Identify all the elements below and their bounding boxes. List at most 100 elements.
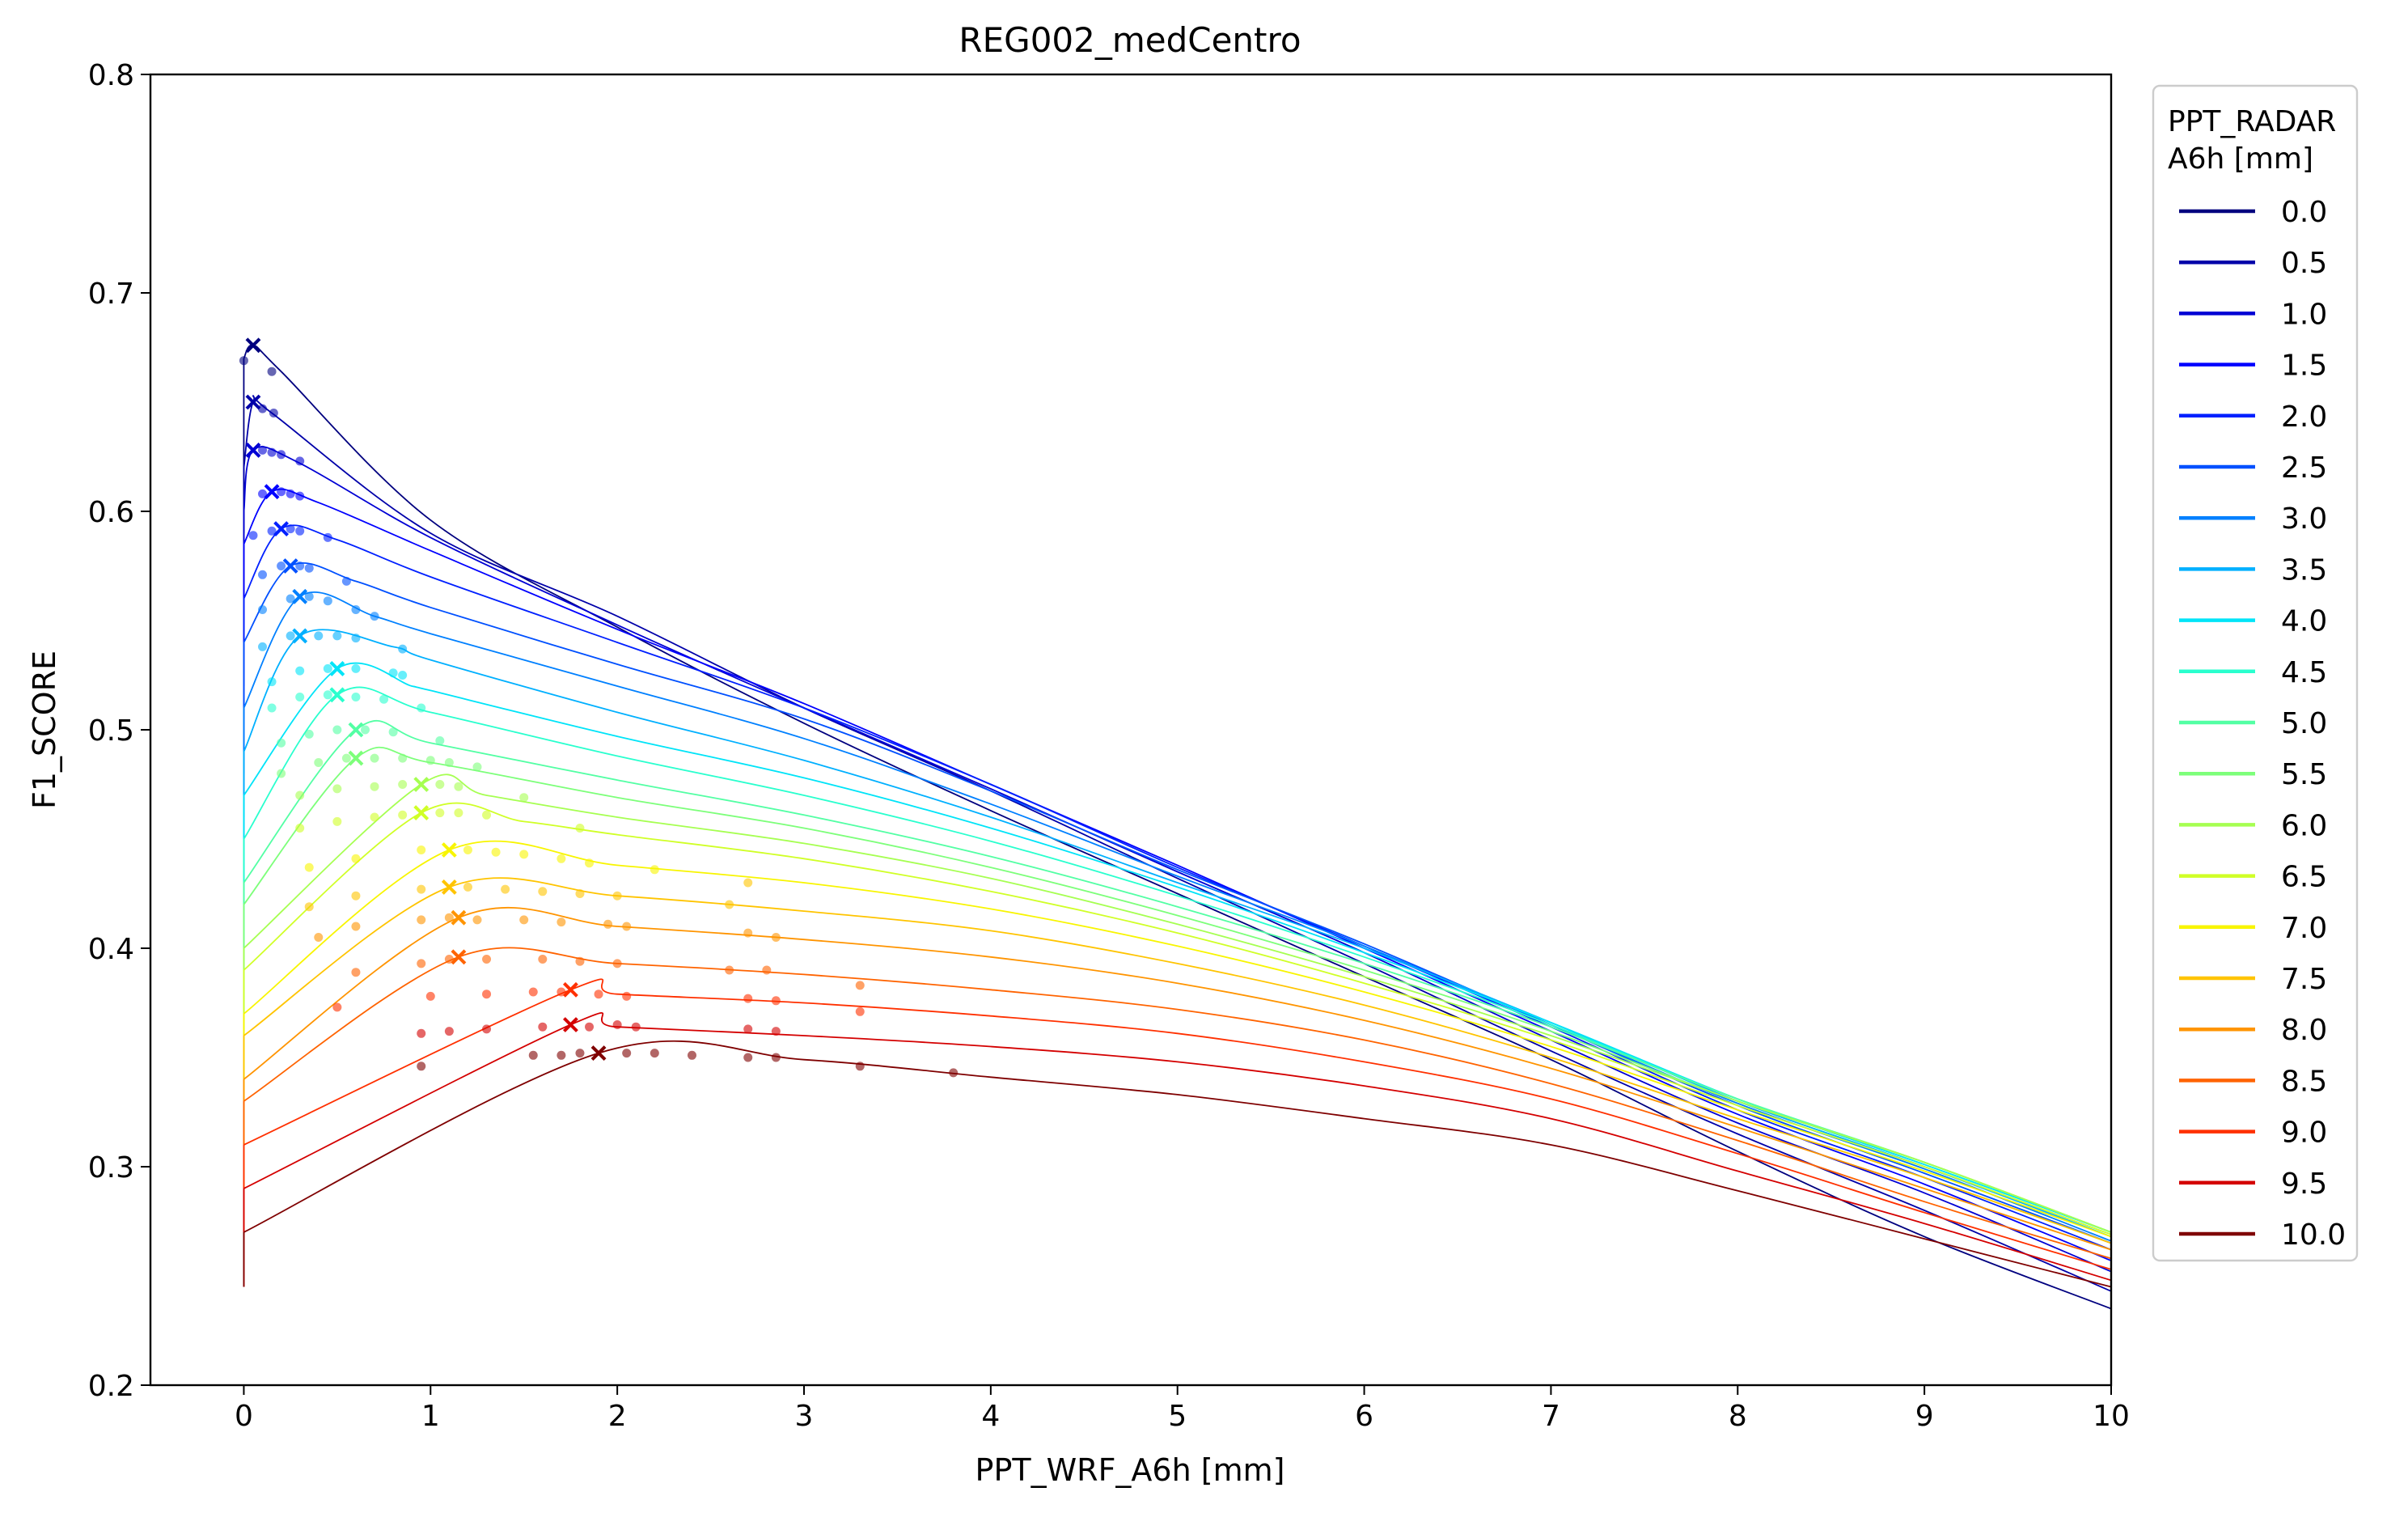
- series-line: [243, 395, 2111, 1292]
- series-point: [612, 959, 622, 968]
- plot-area: [149, 73, 2113, 1387]
- series-point: [435, 780, 445, 789]
- series-max-marker: [348, 750, 364, 766]
- series-max-marker: [451, 909, 467, 926]
- series-point: [370, 782, 379, 791]
- series-line: [243, 1040, 2111, 1288]
- series-point: [762, 965, 772, 975]
- y-axis: 0.2 0.3 0.4 0.5 0.6 0.7 0.8: [88, 59, 150, 1403]
- series-point: [304, 902, 314, 912]
- series-point: [332, 725, 342, 735]
- series-point: [398, 753, 408, 763]
- series-max-marker: [413, 805, 430, 821]
- series-max-marker: [282, 558, 298, 574]
- series-point: [370, 612, 379, 621]
- series-point: [323, 663, 332, 673]
- legend-label: 2.0: [2281, 400, 2327, 434]
- series-point: [425, 991, 435, 1001]
- series-point: [612, 891, 622, 901]
- legend-label: 1.5: [2281, 350, 2327, 383]
- series-point: [304, 862, 314, 872]
- series-point: [267, 526, 277, 536]
- series-point: [622, 922, 632, 931]
- series-point: [463, 846, 472, 854]
- series-point: [575, 1049, 585, 1058]
- series-point: [295, 456, 305, 466]
- x-tick-label: 9: [1915, 1400, 1934, 1433]
- x-tick-label: 10: [2093, 1400, 2130, 1433]
- series-point: [519, 850, 529, 859]
- series-point: [323, 690, 332, 700]
- legend-label: 4.5: [2281, 656, 2327, 689]
- series-9.0: [243, 978, 2111, 1287]
- series-max-marker: [563, 1017, 578, 1032]
- legend-label: 3.0: [2281, 502, 2327, 536]
- series-max-marker: [329, 660, 345, 676]
- y-tick-label: 0.3: [88, 1151, 134, 1185]
- series-max-marker: [563, 981, 578, 998]
- series-point: [557, 918, 566, 927]
- x-tick-label: 4: [981, 1400, 1000, 1433]
- series-point: [482, 955, 492, 964]
- series-max-marker: [245, 442, 261, 458]
- legend-label: 3.5: [2281, 553, 2327, 587]
- series-point: [341, 753, 351, 763]
- series-point: [295, 824, 305, 833]
- legend-label: 1.0: [2281, 298, 2327, 331]
- series-2.5: [243, 558, 2111, 1244]
- legend-label: 9.5: [2281, 1168, 2327, 1201]
- legend-label: 9.0: [2281, 1117, 2327, 1150]
- series-point: [417, 1028, 426, 1038]
- series-point: [258, 570, 268, 579]
- legend: PPT_RADAR A6h [mm] 0.0 0.5 1.0 1.5 2.0 2.5 3.0…: [2152, 84, 2359, 1262]
- series-max-marker: [451, 949, 467, 965]
- series-max-marker: [292, 628, 308, 644]
- series-point: [417, 884, 426, 894]
- series-point: [435, 736, 445, 745]
- series-10.0: [243, 1040, 2111, 1288]
- series-point: [743, 928, 753, 938]
- series-point: [267, 703, 277, 713]
- series-max-marker: [273, 521, 290, 537]
- series-point: [379, 694, 389, 704]
- legend-title-line-1: PPT_RADAR: [2168, 105, 2336, 138]
- x-tick-label: 7: [1542, 1400, 1560, 1433]
- series-max-marker: [348, 722, 364, 738]
- legend-label: 7.5: [2281, 963, 2327, 996]
- series-point: [332, 1002, 342, 1012]
- legend-label: 8.0: [2281, 1014, 2327, 1047]
- series-point: [425, 756, 435, 765]
- series-point: [949, 1068, 959, 1078]
- series-point: [454, 808, 463, 818]
- series-point: [603, 919, 613, 929]
- series-point: [295, 666, 305, 676]
- series-point: [650, 1049, 659, 1058]
- series-point: [463, 882, 472, 892]
- x-axis: 0 1 2 3 4 5 6 7 8 9 10: [235, 1385, 2130, 1433]
- legend-label: 8.5: [2281, 1065, 2327, 1098]
- y-axis-label: F1_SCORE: [27, 651, 62, 809]
- series-line: [243, 978, 2111, 1270]
- x-tick-label: 0: [235, 1400, 253, 1433]
- y-tick-label: 0.8: [88, 59, 134, 92]
- series-point: [370, 753, 379, 763]
- series-line: [243, 947, 2111, 1260]
- legend-label: 5.5: [2281, 758, 2327, 791]
- series-point: [622, 991, 632, 1001]
- series-point: [258, 445, 268, 455]
- series-point: [258, 642, 268, 651]
- series-max-marker: [441, 879, 457, 895]
- series-point: [650, 865, 659, 875]
- series-point: [575, 889, 585, 898]
- y-tick-label: 0.7: [88, 278, 134, 311]
- series-point: [248, 531, 258, 540]
- series-point: [286, 594, 295, 604]
- series-point: [575, 956, 585, 966]
- series-point: [482, 810, 492, 820]
- series-line: [243, 562, 2111, 1244]
- series-point: [351, 693, 361, 701]
- series-point: [417, 846, 426, 854]
- series-point: [771, 1027, 781, 1036]
